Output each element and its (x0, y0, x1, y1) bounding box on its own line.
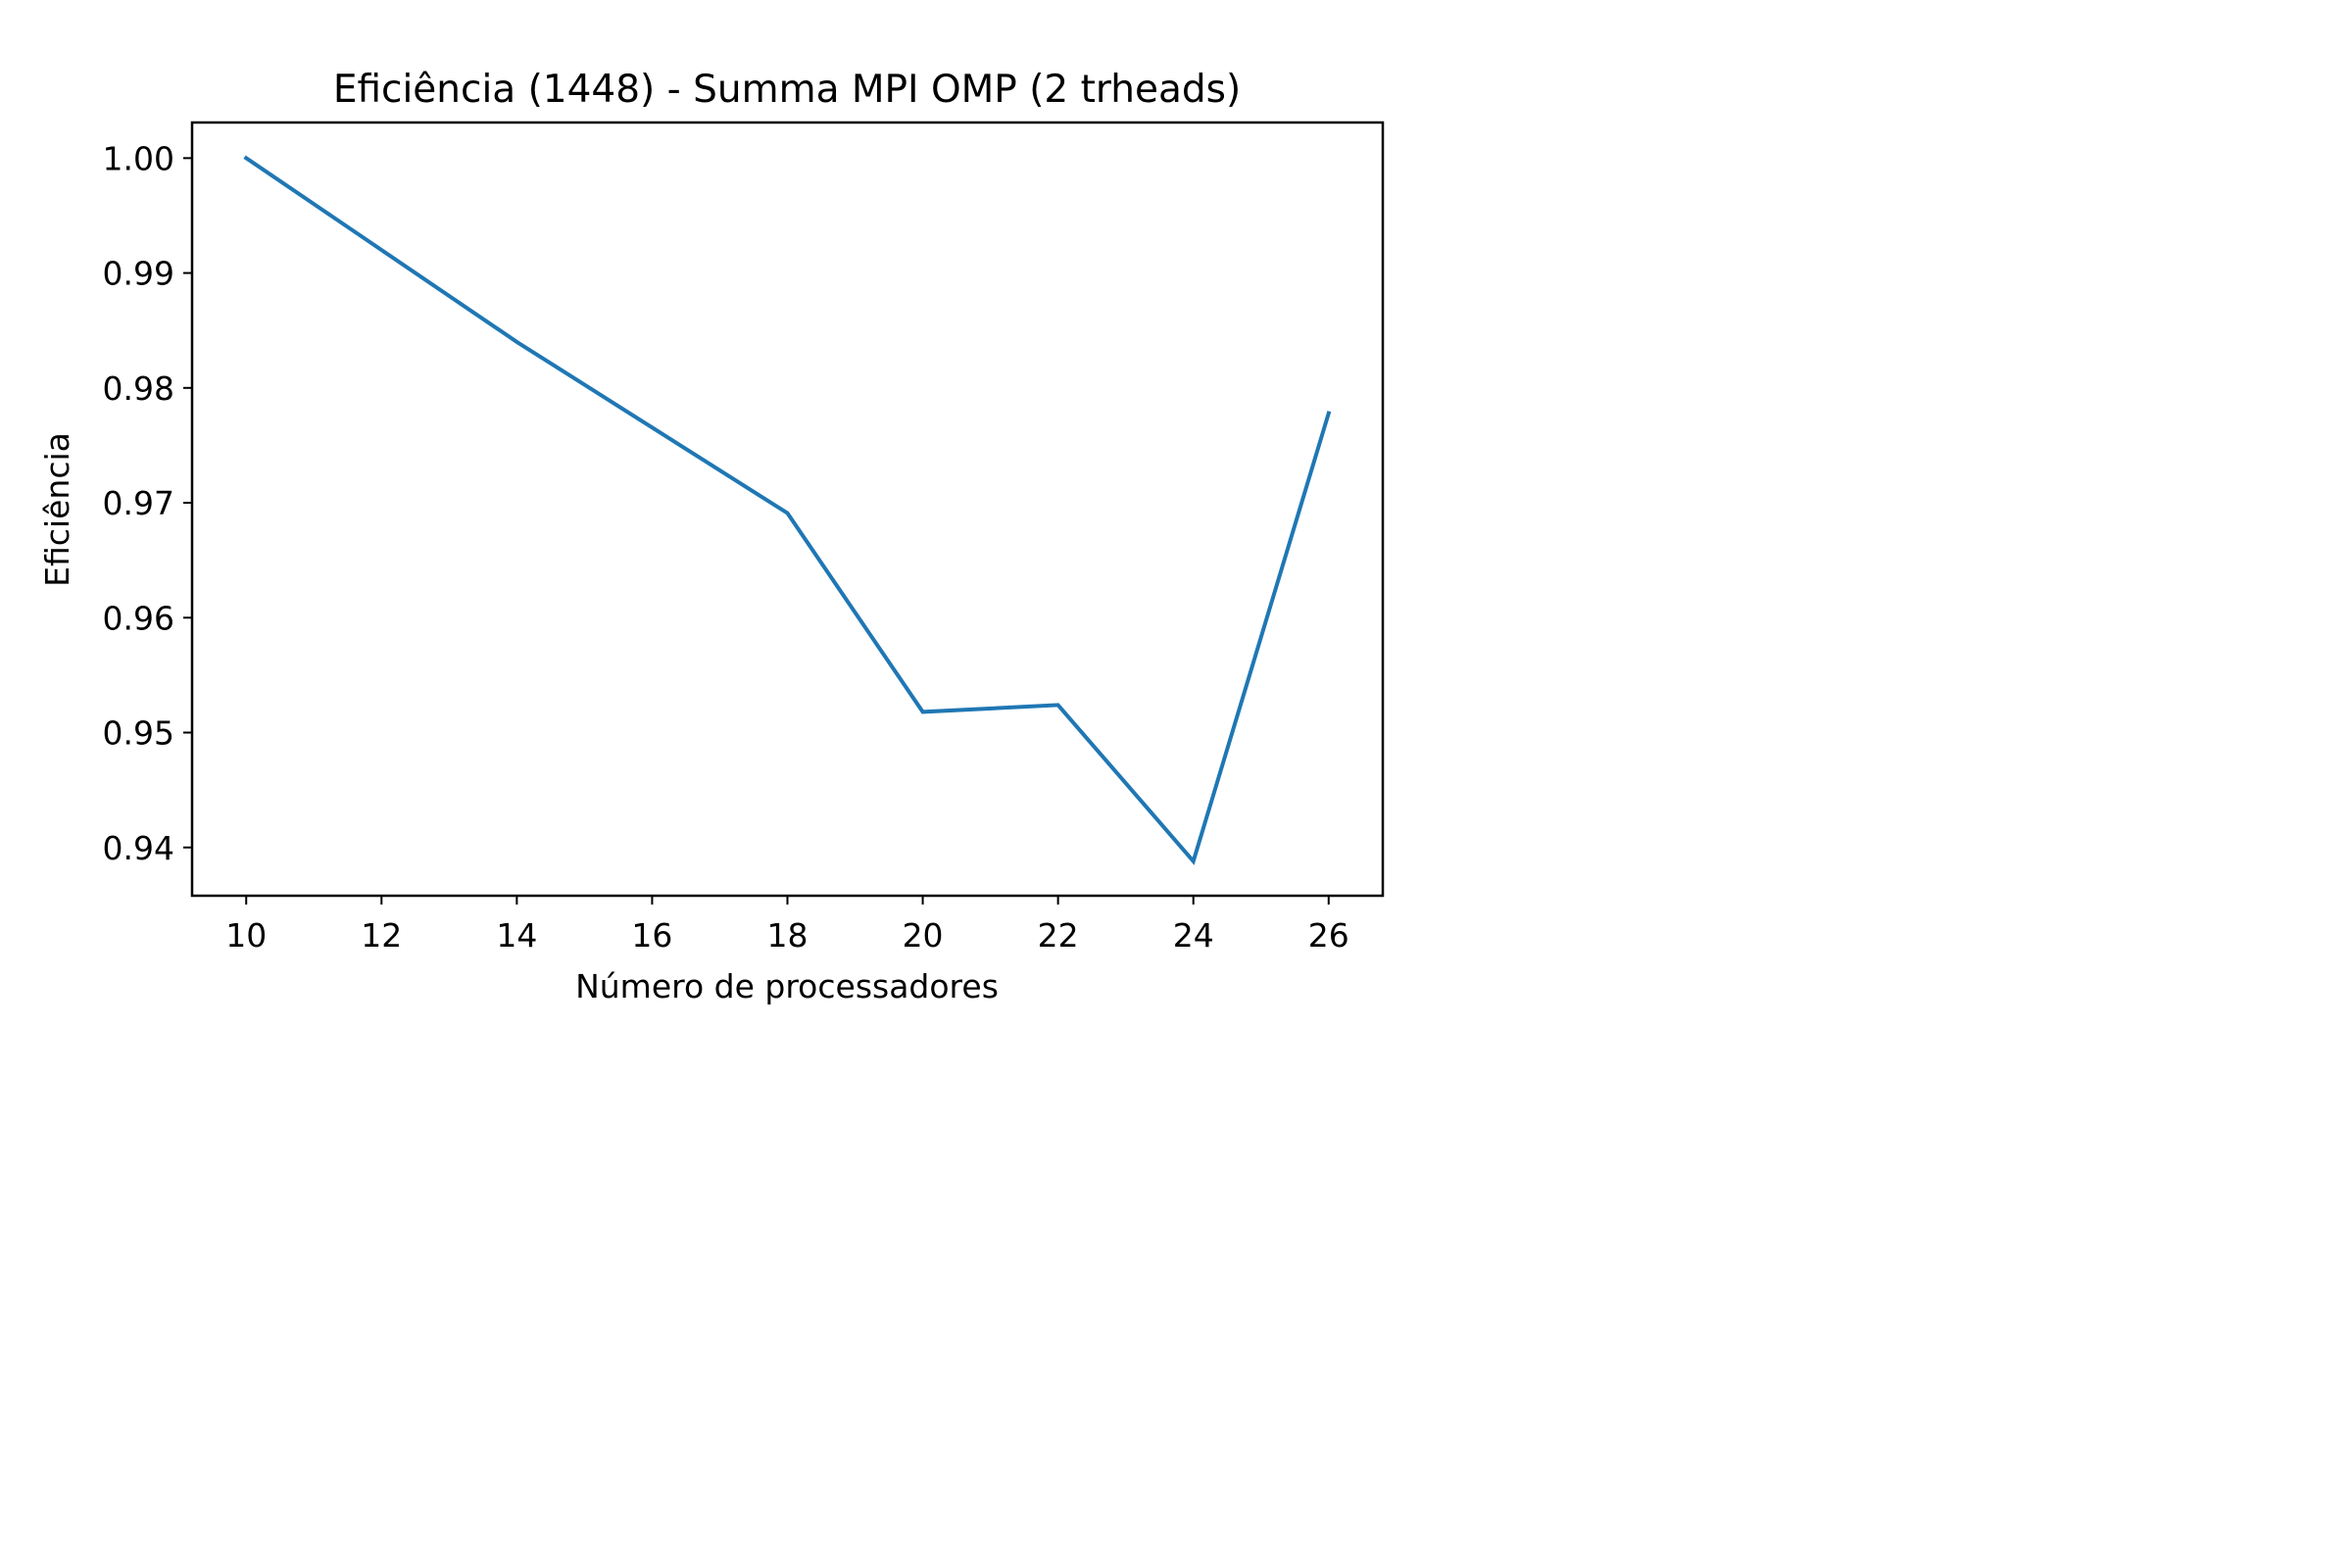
x-tick-label: 10 (225, 916, 267, 955)
x-tick-label: 18 (767, 916, 808, 955)
x-tick-label: 24 (1173, 916, 1214, 955)
y-axis-label: Eficiência (38, 432, 76, 587)
x-axis-ticks: 10 12 14 16 18 20 22 24 26 (225, 896, 1349, 955)
y-tick-label: 0.95 (103, 714, 174, 753)
x-tick-label: 14 (496, 916, 537, 955)
series-group (243, 155, 1332, 865)
x-tick-label: 22 (1038, 916, 1079, 955)
y-tick-label: 0.94 (103, 829, 174, 867)
x-tick-label: 12 (361, 916, 402, 955)
y-axis-ticks: 0.94 0.95 0.96 0.97 0.98 0.99 1.00 (103, 139, 192, 867)
y-tick-label: 0.99 (103, 255, 174, 293)
y-tick-label: 0.98 (103, 369, 174, 408)
chart-title: Eficiência (1448) - Summa MPI OMP (2 trh… (333, 68, 1241, 112)
y-tick-label: 0.96 (103, 599, 174, 637)
x-tick-label: 20 (903, 916, 944, 955)
y-tick-label: 1.00 (103, 139, 174, 177)
series-line-0 (243, 155, 1332, 865)
x-tick-label: 16 (631, 916, 672, 955)
y-tick-label: 0.97 (103, 484, 174, 522)
x-tick-label: 26 (1308, 916, 1349, 955)
x-axis-label: Número de processadores (575, 967, 999, 1005)
plot-frame (190, 121, 1385, 898)
line-chart: Eficiência (1448) - Summa MPI OMP (2 trh… (38, 68, 1385, 1005)
